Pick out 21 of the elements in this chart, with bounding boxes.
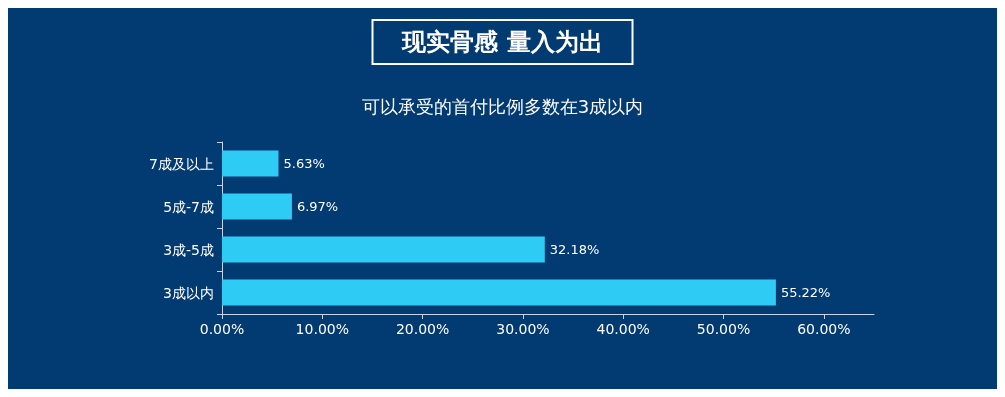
data-label: 5.63% <box>283 156 325 171</box>
bar <box>222 279 776 306</box>
y-tick-label: 5成-7成 <box>163 198 214 215</box>
x-tick-label: 40.00% <box>596 321 650 337</box>
chart-title: 现实骨感 量入为出 <box>401 28 603 56</box>
x-tick-label: 60.00% <box>797 321 851 337</box>
chart-subtitle: 可以承受的首付比例多数在3成以内 <box>361 95 644 117</box>
x-tick-label: 20.00% <box>395 321 450 337</box>
bar <box>222 193 292 220</box>
bar <box>222 236 545 263</box>
y-tick-label: 3成-5成 <box>163 241 214 258</box>
y-tick-label: 7成及以上 <box>149 155 214 172</box>
x-tick-label: 50.00% <box>696 321 751 337</box>
x-tick-label: 10.00% <box>295 321 349 337</box>
bar <box>222 150 279 177</box>
x-tick-label: 30.00% <box>496 321 550 337</box>
data-label: 6.97% <box>296 199 339 214</box>
data-label: 32.18% <box>549 242 600 257</box>
data-label: 55.22% <box>780 285 831 300</box>
y-tick-label: 3成以内 <box>163 284 214 301</box>
x-tick-label: 0.00% <box>199 321 245 337</box>
